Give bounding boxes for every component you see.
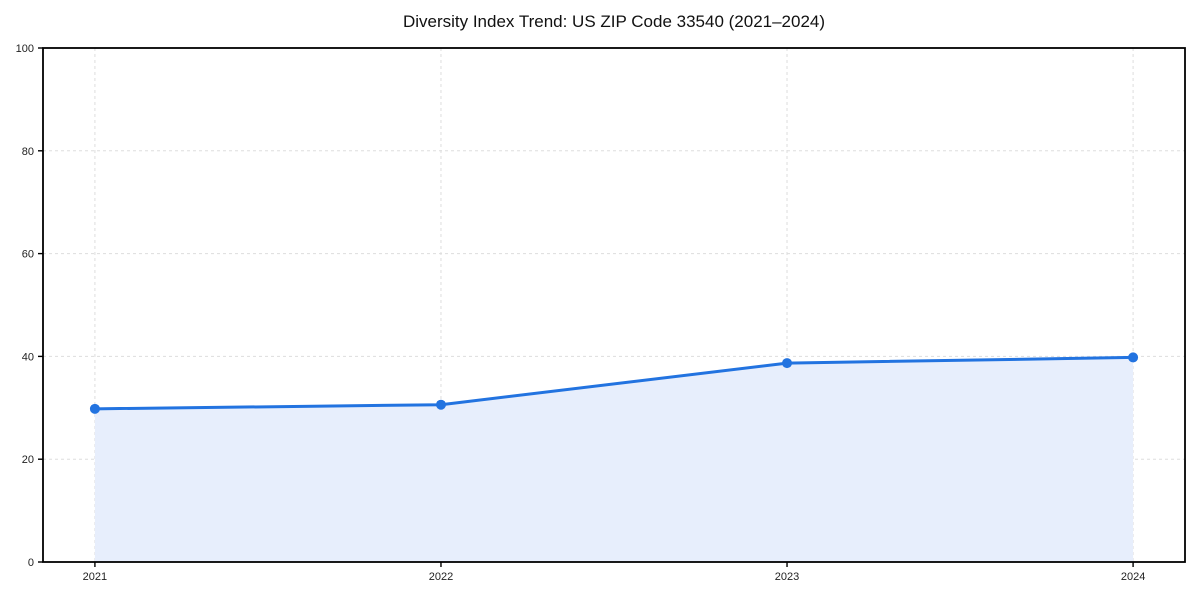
data-point-2024: [1128, 352, 1139, 363]
data-point-2021: [89, 403, 100, 414]
y-tick-label: 40: [22, 351, 34, 363]
plot-frame: [42, 47, 1186, 563]
y-tick-label: 100: [16, 43, 34, 55]
data-point-2022: [435, 399, 446, 410]
y-tick-label: 80: [22, 146, 34, 158]
x-tick-label: 2023: [775, 571, 799, 583]
x-tick-label: 2024: [1121, 571, 1145, 583]
chart-title: Diversity Index Trend: US ZIP Code 33540…: [403, 12, 825, 31]
y-tick-label: 60: [22, 249, 34, 261]
y-tick-label: 20: [22, 454, 34, 466]
x-tick-label: 2022: [429, 571, 453, 583]
data-point-2023: [782, 358, 793, 369]
trend-line: [93, 355, 1135, 411]
y-tick-label: 0: [28, 557, 34, 569]
x-tick-label: 2021: [83, 571, 107, 583]
area-fill: [94, 357, 1134, 562]
